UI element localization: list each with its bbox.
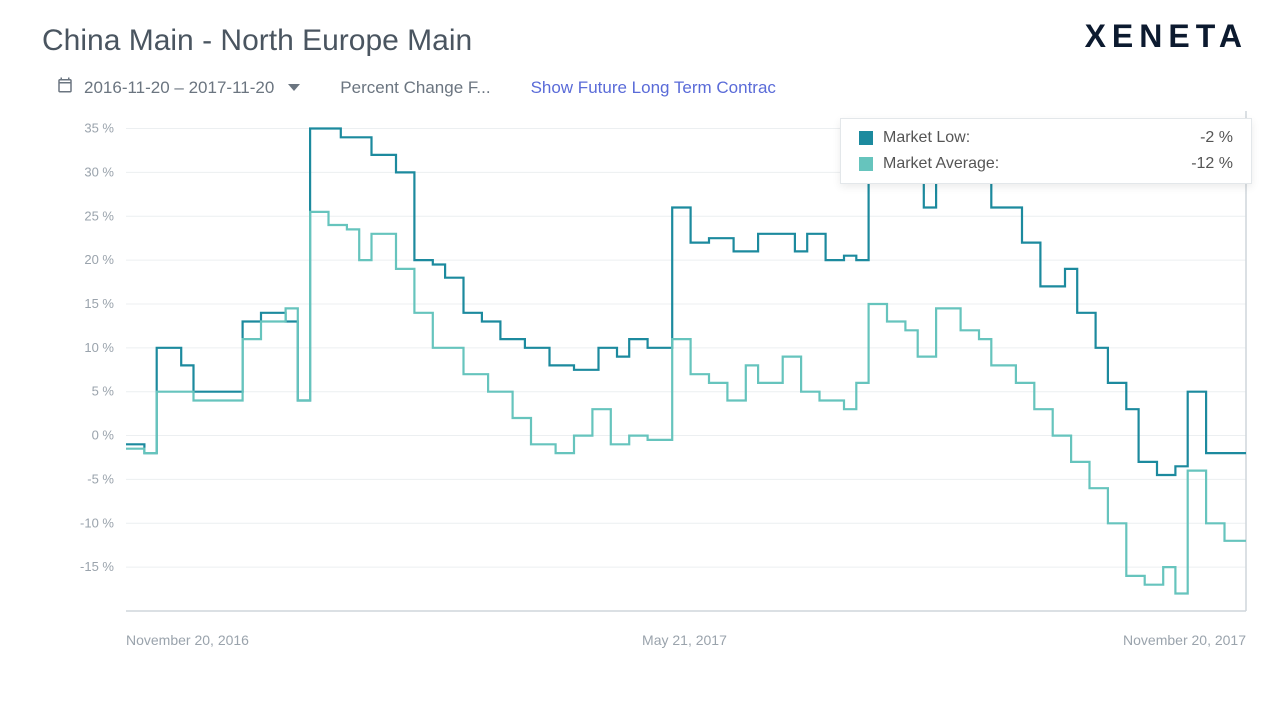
svg-text:10 %: 10 % bbox=[84, 340, 114, 355]
legend-swatch bbox=[859, 157, 873, 171]
date-range-picker[interactable]: 2016-11-20 – 2017-11-20 bbox=[56, 76, 300, 99]
svg-text:-5 %: -5 % bbox=[87, 471, 114, 486]
show-future-contracts-link[interactable]: Show Future Long Term Contrac bbox=[531, 78, 776, 98]
svg-text:0 %: 0 % bbox=[92, 428, 115, 443]
page-title: China Main - North Europe Main bbox=[42, 24, 1250, 58]
svg-text:-15 %: -15 % bbox=[80, 559, 114, 574]
svg-text:November 20, 2017: November 20, 2017 bbox=[1123, 632, 1246, 648]
chart-tooltip: Market Low: -2 % Market Average: -12 % bbox=[840, 118, 1252, 184]
chevron-down-icon bbox=[288, 84, 300, 91]
svg-text:15 %: 15 % bbox=[84, 296, 114, 311]
legend-swatch bbox=[859, 131, 873, 145]
tooltip-series-label: Market Low: bbox=[883, 129, 970, 147]
percent-change-label: Percent Change F... bbox=[340, 78, 490, 98]
brand-logo: XENETA bbox=[1085, 18, 1248, 55]
tooltip-series-label: Market Average: bbox=[883, 155, 999, 173]
svg-text:November 20, 2016: November 20, 2016 bbox=[126, 632, 249, 648]
svg-text:25 %: 25 % bbox=[84, 208, 114, 223]
calendar-icon bbox=[56, 76, 74, 99]
tooltip-row: Market Average: -12 % bbox=[841, 151, 1251, 177]
percent-change-chart: -15 % -10 % -5 % 0 % 5 % 10 % 15 % 20 % 25 % 30 %… bbox=[48, 111, 1250, 671]
svg-text:5 %: 5 % bbox=[92, 384, 115, 399]
tooltip-series-value: -2 % bbox=[1200, 129, 1233, 147]
date-range-text: 2016-11-20 – 2017-11-20 bbox=[84, 78, 274, 98]
tooltip-series-value: -12 % bbox=[1191, 155, 1233, 173]
svg-text:30 %: 30 % bbox=[84, 164, 114, 179]
tooltip-row: Market Low: -2 % bbox=[841, 125, 1251, 151]
svg-text:35 %: 35 % bbox=[84, 121, 114, 136]
svg-text:20 %: 20 % bbox=[84, 252, 114, 267]
svg-text:-10 %: -10 % bbox=[80, 515, 114, 530]
chart-toolbar: 2016-11-20 – 2017-11-20 Percent Change F… bbox=[56, 76, 1250, 99]
svg-text:May 21, 2017: May 21, 2017 bbox=[642, 632, 727, 648]
